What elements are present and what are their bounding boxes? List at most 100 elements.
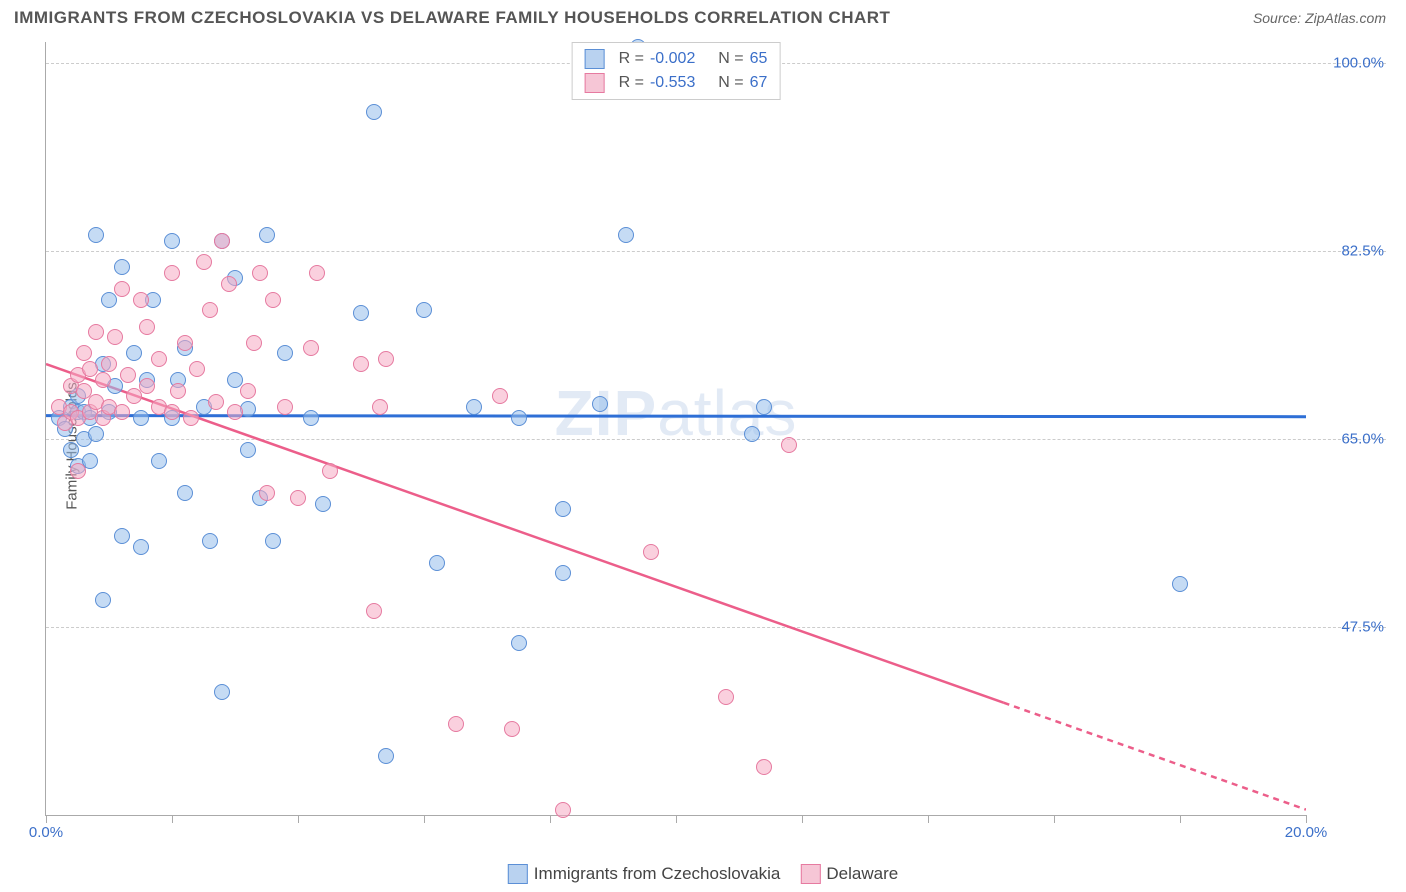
scatter-point-delaware <box>448 716 464 732</box>
scatter-point-delaware <box>353 356 369 372</box>
legend-series: Immigrants from Czechoslovakia Delaware <box>508 864 898 884</box>
scatter-point-czech <box>366 104 382 120</box>
scatter-point-delaware <box>151 351 167 367</box>
y-tick-label: 65.0% <box>1314 431 1384 448</box>
plot-area: ZIPatlas R = -0.002 N = 65 R = -0.553 N … <box>45 42 1306 816</box>
scatter-point-czech <box>592 396 608 412</box>
scatter-point-czech <box>133 539 149 555</box>
scatter-point-delaware <box>643 544 659 560</box>
gridline-h <box>46 627 1386 628</box>
trend-lines-svg <box>46 42 1306 815</box>
scatter-point-delaware <box>492 388 508 404</box>
chart-header: IMMIGRANTS FROM CZECHOSLOVAKIA VS DELAWA… <box>0 0 1406 32</box>
scatter-point-czech <box>277 345 293 361</box>
scatter-point-delaware <box>378 351 394 367</box>
legend-item-delaware: Delaware <box>800 864 898 884</box>
scatter-point-delaware <box>366 603 382 619</box>
scatter-point-czech <box>240 442 256 458</box>
chart-title: IMMIGRANTS FROM CZECHOSLOVAKIA VS DELAWA… <box>14 8 890 28</box>
scatter-point-delaware <box>196 254 212 270</box>
scatter-point-delaware <box>246 335 262 351</box>
scatter-point-delaware <box>164 265 180 281</box>
scatter-point-delaware <box>139 319 155 335</box>
gridline-h <box>46 439 1386 440</box>
y-tick-label: 47.5% <box>1314 619 1384 636</box>
scatter-point-delaware <box>240 383 256 399</box>
scatter-point-delaware <box>277 399 293 415</box>
scatter-point-czech <box>303 410 319 426</box>
x-tick <box>1180 815 1181 823</box>
legend-swatch-icon <box>800 864 820 884</box>
legend-row-czech: R = -0.002 N = 65 <box>585 47 768 71</box>
legend-swatch-delaware <box>585 73 605 93</box>
legend-row-delaware: R = -0.553 N = 67 <box>585 71 768 95</box>
scatter-point-delaware <box>372 399 388 415</box>
scatter-point-czech <box>177 485 193 501</box>
scatter-point-delaware <box>208 394 224 410</box>
scatter-point-delaware <box>189 361 205 377</box>
scatter-point-czech <box>378 748 394 764</box>
scatter-point-delaware <box>177 335 193 351</box>
scatter-point-delaware <box>183 410 199 426</box>
scatter-point-czech <box>744 426 760 442</box>
x-tick <box>676 815 677 823</box>
x-tick <box>424 815 425 823</box>
scatter-point-delaware <box>227 404 243 420</box>
legend-swatch-czech <box>585 49 605 69</box>
scatter-point-delaware <box>781 437 797 453</box>
x-tick <box>1306 815 1307 823</box>
gridline-h <box>46 251 1386 252</box>
scatter-point-czech <box>88 227 104 243</box>
legend-correlation: R = -0.002 N = 65 R = -0.553 N = 67 <box>572 42 781 100</box>
scatter-point-delaware <box>170 383 186 399</box>
scatter-point-czech <box>466 399 482 415</box>
y-tick-label: 82.5% <box>1314 243 1384 260</box>
chart-source: Source: ZipAtlas.com <box>1253 10 1386 26</box>
x-tick <box>1054 815 1055 823</box>
scatter-point-delaware <box>214 233 230 249</box>
scatter-point-delaware <box>322 463 338 479</box>
scatter-point-delaware <box>252 265 268 281</box>
scatter-point-czech <box>114 259 130 275</box>
scatter-point-delaware <box>133 292 149 308</box>
scatter-point-delaware <box>303 340 319 356</box>
scatter-point-czech <box>416 302 432 318</box>
scatter-point-czech <box>259 227 275 243</box>
scatter-point-czech <box>511 635 527 651</box>
scatter-point-czech <box>315 496 331 512</box>
scatter-point-delaware <box>221 276 237 292</box>
scatter-point-czech <box>353 305 369 321</box>
scatter-point-czech <box>429 555 445 571</box>
scatter-point-delaware <box>107 329 123 345</box>
x-tick <box>928 815 929 823</box>
scatter-point-czech <box>114 528 130 544</box>
scatter-point-czech <box>126 345 142 361</box>
scatter-point-delaware <box>756 759 772 775</box>
scatter-point-czech <box>756 399 772 415</box>
scatter-point-delaware <box>555 802 571 818</box>
scatter-point-delaware <box>101 356 117 372</box>
x-tick <box>172 815 173 823</box>
scatter-point-delaware <box>504 721 520 737</box>
scatter-point-delaware <box>259 485 275 501</box>
scatter-point-czech <box>133 410 149 426</box>
scatter-point-czech <box>265 533 281 549</box>
scatter-point-delaware <box>114 404 130 420</box>
scatter-point-delaware <box>164 404 180 420</box>
scatter-point-czech <box>151 453 167 469</box>
scatter-point-delaware <box>309 265 325 281</box>
x-tick-label: 20.0% <box>1285 824 1328 841</box>
scatter-point-delaware <box>120 367 136 383</box>
x-tick <box>802 815 803 823</box>
scatter-point-delaware <box>114 281 130 297</box>
legend-swatch-icon <box>508 864 528 884</box>
scatter-point-delaware <box>70 463 86 479</box>
scatter-point-czech <box>214 684 230 700</box>
scatter-point-delaware <box>265 292 281 308</box>
legend-item-czech: Immigrants from Czechoslovakia <box>508 864 781 884</box>
x-tick <box>46 815 47 823</box>
scatter-point-czech <box>555 565 571 581</box>
scatter-point-czech <box>88 426 104 442</box>
scatter-point-delaware <box>139 378 155 394</box>
scatter-point-delaware <box>95 372 111 388</box>
